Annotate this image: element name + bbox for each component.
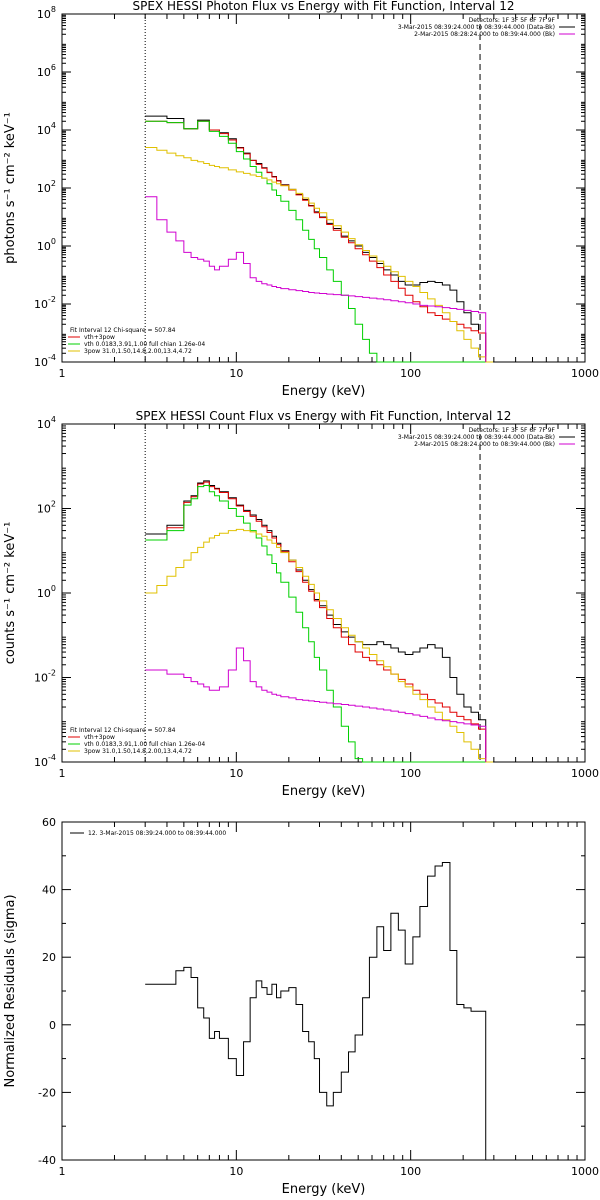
y-tick-label: 106: [37, 63, 56, 79]
series-line-4: [145, 146, 494, 363]
plot-frame: [61, 423, 586, 763]
legend-top-entry: Detectors: 1F 3F 5F 6F 7F 9F: [469, 17, 556, 24]
x-tick-label: 1: [59, 767, 66, 780]
plot-frame: [61, 821, 586, 1161]
x-tick-label: 1: [59, 367, 66, 380]
x-axis-label: Energy (keV): [282, 1182, 366, 1197]
legend-bottom-entry: 3pow 31.0,1.50,14.8,2.00,13.4,4.72: [84, 348, 192, 355]
y-tick-label: -20: [38, 1086, 56, 1099]
x-tick-label: 10: [229, 1165, 243, 1178]
legend-bottom-entry: vth+3pow: [84, 734, 115, 741]
x-tick-label: 1000: [571, 367, 599, 380]
legend-bottom-entry: vth+3pow: [84, 334, 115, 341]
legend-bottom-entry: vth 0.0183,3.91,1.00 full chian 1.26e-04: [84, 341, 205, 348]
series-line-5: [145, 196, 487, 362]
legend-top-entry: 2-Mar-2015 08:28:24.000 to 08:39:44.000 …: [414, 31, 555, 38]
y-tick-label: -40: [38, 1154, 56, 1167]
series-line-3: [145, 485, 486, 763]
legend-top-entry: Detectors: 1F 3F 5F 6F 7F 9F: [469, 427, 556, 434]
series-line-2: [145, 120, 487, 362]
legend-topleft-entry: 12. 3-Mar-2015 08:39:24.000 to 08:39:44.…: [88, 830, 226, 837]
x-tick-label: 100: [400, 767, 421, 780]
y-tick-label: 10-4: [34, 353, 56, 369]
legend-bottom-entry: Fit Interval 12 Chi-square = 507.84: [70, 327, 176, 334]
x-tick-label: 10: [229, 367, 243, 380]
x-tick-label: 100: [400, 1165, 421, 1178]
y-tick-label: 10-2: [34, 295, 56, 311]
x-axis-label: Energy (keV): [282, 384, 366, 399]
y-tick-label: 60: [42, 816, 56, 829]
y-axis-label: Normalized Residuals (sigma): [3, 894, 18, 1087]
y-tick-label: 104: [37, 121, 56, 137]
y-tick-label: 100: [37, 237, 56, 253]
series-line-4: [145, 528, 494, 763]
x-tick-label: 1000: [571, 1165, 599, 1178]
y-axis-label: counts s⁻¹ cm⁻² keV⁻¹: [3, 522, 18, 665]
chart-panel-1: SPEX HESSI Photon Flux vs Energy with Fi…: [3, 0, 599, 399]
chart-panel-3: 1 10 100 1000 -40 -20 0 20 40 60 Energy (keV) Norma…: [3, 816, 599, 1197]
y-axis-label: photons s⁻¹ cm⁻² keV⁻¹: [3, 112, 18, 264]
y-tick-label: 104: [37, 415, 56, 431]
x-tick-label: 10: [229, 767, 243, 780]
x-tick-label: 1000: [571, 767, 599, 780]
legend-top-entry: 2-Mar-2015 08:28:24.000 to 08:39:44.000 …: [414, 441, 555, 448]
y-tick-label: 108: [37, 5, 56, 21]
x-axis-label: Energy (keV): [282, 784, 366, 799]
y-tick-label: 102: [37, 500, 56, 516]
y-tick-label: 40: [42, 884, 56, 897]
y-tick-label: 20: [42, 951, 56, 964]
y-tick-label: 0: [49, 1019, 56, 1032]
y-tick-label: 10-4: [34, 753, 56, 769]
chart-title: SPEX HESSI Count Flux vs Energy with Fit…: [136, 409, 512, 423]
legend-bottom-entry: 3pow 31.0,1.50,14.8,2.00,13.4,4.72: [84, 748, 192, 755]
legend-bottom-entry: Fit Interval 12 Chi-square = 507.84: [70, 727, 176, 734]
y-tick-label: 10-2: [34, 669, 56, 685]
plot-frame: [61, 13, 586, 363]
legend-top-entry: 3-Mar-2015 08:39:24.000 to 08:39:44.000 …: [398, 434, 555, 441]
chart-title: SPEX HESSI Photon Flux vs Energy with Fi…: [133, 0, 515, 13]
series-line-3: [145, 120, 486, 363]
chart-panel-2: SPEX HESSI Count Flux vs Energy with Fit…: [3, 409, 599, 799]
y-tick-label: 100: [37, 584, 56, 600]
x-tick-label: 1: [59, 1165, 66, 1178]
series-line-5: [145, 647, 487, 762]
y-tick-label: 102: [37, 179, 56, 195]
series-line-1: [145, 115, 487, 362]
legend-top-entry: 3-Mar-2015 08:39:24.000 to 08:39:44.000 …: [398, 24, 555, 31]
legend-bottom-entry: vth 0.0183,3.91,1.00 full chian 1.26e-04: [84, 741, 205, 748]
x-tick-label: 100: [400, 367, 421, 380]
series-line-1: [145, 862, 487, 1160]
